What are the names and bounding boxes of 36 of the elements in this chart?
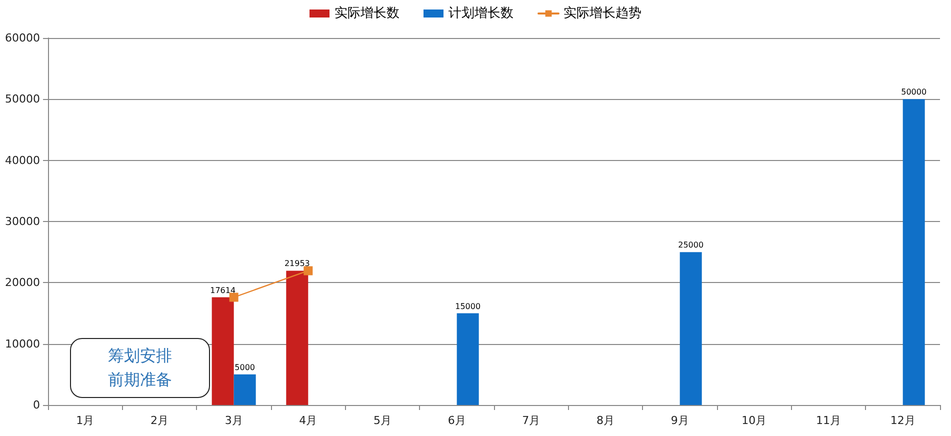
y-tick-label: 10000 (5, 337, 40, 350)
data-label: 50000 (901, 88, 927, 97)
legend-label: 计划增长数 (448, 6, 514, 21)
x-tick-label: 7月 (522, 414, 540, 427)
x-tick-label: 11月 (816, 414, 841, 427)
callout-box: 筹划安排前期准备 (70, 338, 210, 398)
x-tick-label: 5月 (374, 414, 392, 427)
data-label: 25000 (678, 240, 704, 250)
y-tick-label: 40000 (5, 154, 40, 167)
x-tick-label: 8月 (596, 414, 614, 427)
x-tick-label: 1月 (76, 414, 94, 427)
x-tick-label: 6月 (448, 414, 466, 427)
bar (286, 270, 308, 405)
x-tick-label: 4月 (299, 414, 318, 427)
y-tick-label: 50000 (5, 92, 40, 106)
legend-label: 实际增长数 (334, 6, 400, 21)
x-tick-label: 9月 (670, 414, 689, 427)
data-label: 5000 (234, 362, 256, 372)
y-tick-label: 30000 (5, 215, 40, 228)
bar (902, 99, 925, 405)
bar (456, 313, 479, 405)
bar (680, 252, 702, 405)
bar (234, 374, 256, 405)
data-label: 21953 (284, 259, 310, 268)
x-tick-label: 10月 (742, 414, 767, 427)
x-tick-label: 3月 (224, 414, 243, 427)
legend-label: 实际增长趋势 (564, 6, 642, 21)
x-tick-label: 2月 (150, 414, 168, 427)
y-tick-label: 60000 (5, 32, 40, 44)
x-tick-label: 12月 (890, 414, 916, 427)
annotation: 筹划安排前期准备 (108, 345, 172, 391)
y-tick-label: 0 (33, 398, 40, 412)
data-label: 15000 (455, 302, 481, 311)
data-label: 17614 (210, 286, 236, 295)
bar (212, 297, 234, 405)
y-tick-label: 20000 (5, 276, 40, 290)
